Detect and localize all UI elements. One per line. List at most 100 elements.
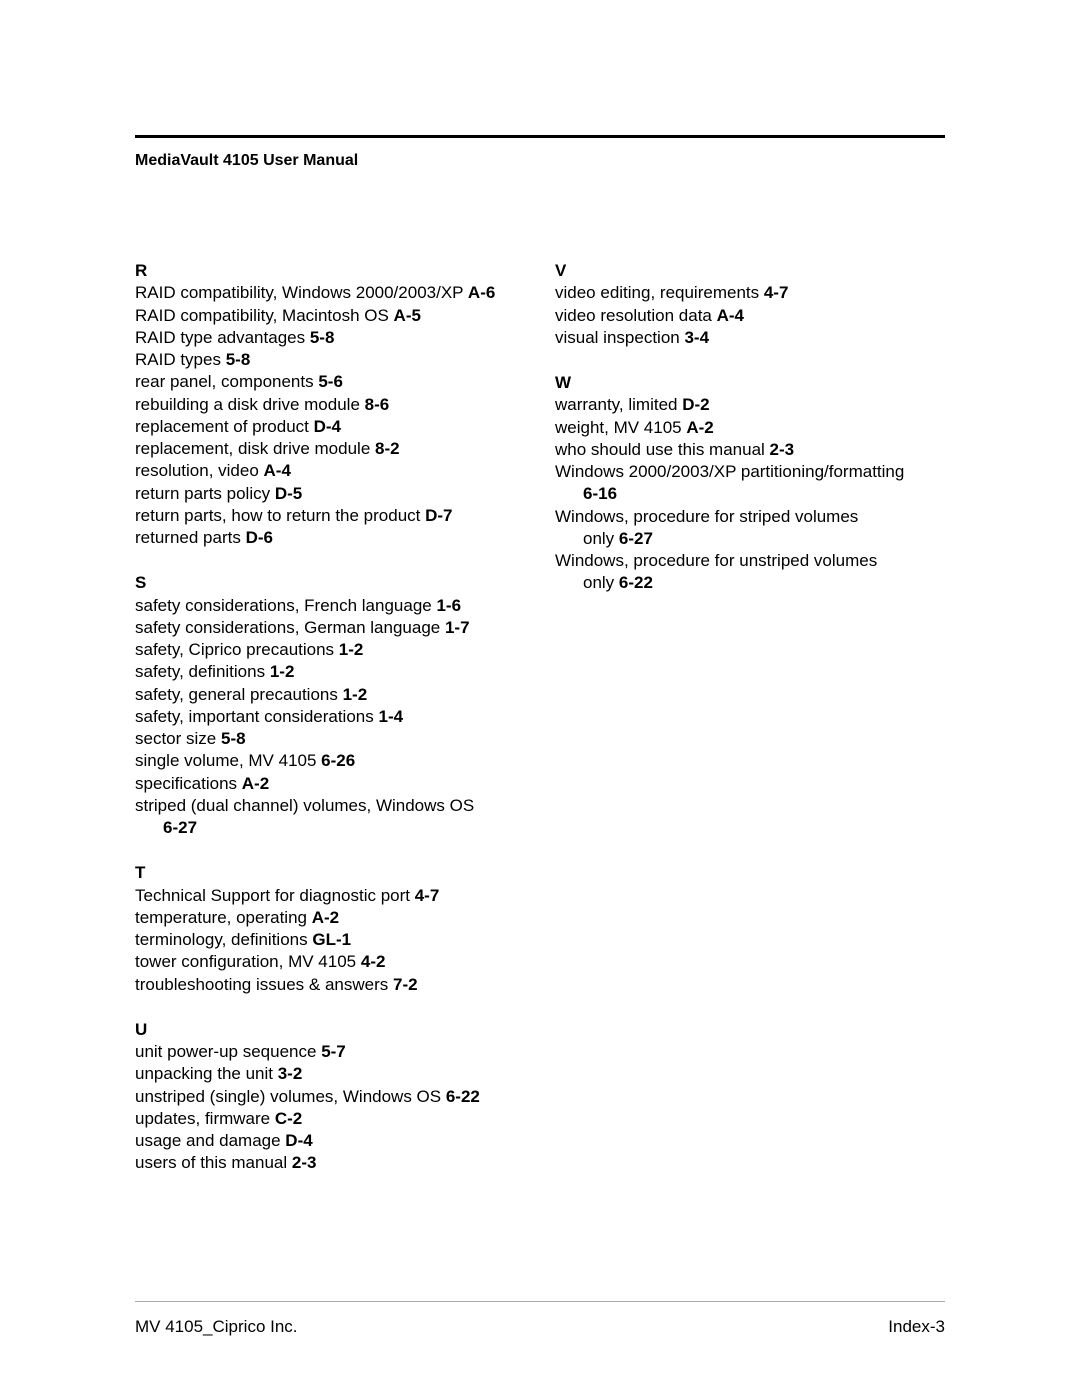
- entry-text: rear panel, components: [135, 372, 318, 391]
- index-entry: unit power-up sequence 5-7: [135, 1041, 525, 1062]
- entry-text: replacement of product: [135, 417, 314, 436]
- entry-text: updates, firmware: [135, 1109, 275, 1128]
- entry-page-ref: 5-6: [318, 372, 343, 391]
- section-letter: S: [135, 572, 525, 593]
- entry-page-ref: 1-6: [436, 596, 461, 615]
- index-entry: RAID compatibility, Macintosh OS A-5: [135, 305, 525, 326]
- index-entry: rear panel, components 5-6: [135, 371, 525, 392]
- entry-text: weight, MV 4105: [555, 418, 686, 437]
- entry-page-ref: 6-27: [163, 818, 197, 837]
- index-entry-continuation: 6-27: [135, 817, 525, 838]
- index-entry-continuation: only 6-27: [555, 528, 945, 549]
- index-entry: rebuilding a disk drive module 8-6: [135, 394, 525, 415]
- entry-text: Technical Support for diagnostic port: [135, 886, 415, 905]
- entry-page-ref: 1-7: [445, 618, 470, 637]
- index-entry: RAID types 5-8: [135, 349, 525, 370]
- index-entry: tower configuration, MV 4105 4-2: [135, 951, 525, 972]
- index-entry: Windows 2000/2003/XP partitioning/format…: [555, 461, 945, 482]
- index-entry: weight, MV 4105 A-2: [555, 417, 945, 438]
- entry-text: troubleshooting issues & answers: [135, 975, 393, 994]
- entry-text: return parts policy: [135, 484, 275, 503]
- entry-text: video resolution data: [555, 306, 717, 325]
- entry-page-ref: 3-4: [684, 328, 709, 347]
- entry-page-ref: C-2: [275, 1109, 302, 1128]
- entry-text: Windows, procedure for striped volumes: [555, 507, 858, 526]
- index-entry: returned parts D-6: [135, 527, 525, 548]
- entry-page-ref: A-2: [242, 774, 269, 793]
- entry-text: striped (dual channel) volumes, Windows …: [135, 796, 474, 815]
- entry-page-ref: A-2: [312, 908, 339, 927]
- entry-text: safety considerations, French language: [135, 596, 436, 615]
- entry-text: rebuilding a disk drive module: [135, 395, 365, 414]
- index-entry: video editing, requirements 4-7: [555, 282, 945, 303]
- index-entry: return parts, how to return the product …: [135, 505, 525, 526]
- entry-page-ref: 4-7: [764, 283, 789, 302]
- page: MediaVault 4105 User Manual RRAID compat…: [0, 0, 1080, 1397]
- entry-page-ref: 1-4: [378, 707, 403, 726]
- column-left: RRAID compatibility, Windows 2000/2003/X…: [135, 260, 525, 1198]
- entry-page-ref: 5-8: [221, 729, 246, 748]
- entry-page-ref: D-5: [275, 484, 302, 503]
- entry-text: safety considerations, German language: [135, 618, 445, 637]
- entry-page-ref: 6-16: [583, 484, 617, 503]
- index-entry: safety considerations, German language 1…: [135, 617, 525, 638]
- entry-text: RAID compatibility, Macintosh OS: [135, 306, 394, 325]
- index-entry: resolution, video A-4: [135, 460, 525, 481]
- index-entry: safety, definitions 1-2: [135, 661, 525, 682]
- index-entry: single volume, MV 4105 6-26: [135, 750, 525, 771]
- footer: MV 4105_Ciprico Inc. Index-3: [135, 1317, 945, 1337]
- entry-text: safety, Ciprico precautions: [135, 640, 339, 659]
- entry-page-ref: GL-1: [312, 930, 351, 949]
- entry-text: Windows 2000/2003/XP partitioning/format…: [555, 462, 904, 481]
- entry-page-ref: A-2: [686, 418, 713, 437]
- index-entry-continuation: 6-16: [555, 483, 945, 504]
- entry-text: warranty, limited: [555, 395, 682, 414]
- entry-text: unpacking the unit: [135, 1064, 278, 1083]
- header-title: MediaVault 4105 User Manual: [135, 152, 945, 170]
- entry-text: terminology, definitions: [135, 930, 312, 949]
- index-entry: safety, Ciprico precautions 1-2: [135, 639, 525, 660]
- entry-text: specifications: [135, 774, 242, 793]
- index-section: RRAID compatibility, Windows 2000/2003/X…: [135, 260, 525, 548]
- entry-text: who should use this manual: [555, 440, 770, 459]
- index-entry: sector size 5-8: [135, 728, 525, 749]
- entry-page-ref: 2-3: [770, 440, 795, 459]
- entry-text: tower configuration, MV 4105: [135, 952, 361, 971]
- index-entry: safety considerations, French language 1…: [135, 595, 525, 616]
- entry-page-ref: A-4: [717, 306, 744, 325]
- index-entry: replacement of product D-4: [135, 416, 525, 437]
- top-rule: [135, 135, 945, 138]
- entry-text: single volume, MV 4105: [135, 751, 321, 770]
- entry-text: only: [583, 573, 619, 592]
- index-entry: safety, important considerations 1-4: [135, 706, 525, 727]
- entry-text: replacement, disk drive module: [135, 439, 375, 458]
- entry-page-ref: 6-22: [446, 1087, 480, 1106]
- entry-text: usage and damage: [135, 1131, 285, 1150]
- index-entry: Technical Support for diagnostic port 4-…: [135, 885, 525, 906]
- index-entry: warranty, limited D-2: [555, 394, 945, 415]
- entry-text: returned parts: [135, 528, 246, 547]
- index-columns: RRAID compatibility, Windows 2000/2003/X…: [135, 260, 945, 1198]
- entry-page-ref: 1-2: [270, 662, 295, 681]
- index-section: Vvideo editing, requirements 4-7 video re…: [555, 260, 945, 348]
- entry-page-ref: D-6: [246, 528, 273, 547]
- entry-page-ref: D-4: [285, 1131, 312, 1150]
- entry-page-ref: 6-26: [321, 751, 355, 770]
- entry-page-ref: 6-22: [619, 573, 653, 592]
- footer-rule: [135, 1301, 945, 1302]
- index-entry: RAID type advantages 5-8: [135, 327, 525, 348]
- entry-text: return parts, how to return the product: [135, 506, 425, 525]
- entry-page-ref: A-4: [264, 461, 291, 480]
- index-entry: replacement, disk drive module 8-2: [135, 438, 525, 459]
- entry-page-ref: 5-8: [310, 328, 335, 347]
- entry-text: temperature, operating: [135, 908, 312, 927]
- index-entry: who should use this manual 2-3: [555, 439, 945, 460]
- section-letter: U: [135, 1019, 525, 1040]
- section-letter: V: [555, 260, 945, 281]
- entry-page-ref: 4-2: [361, 952, 386, 971]
- entry-text: safety, important considerations: [135, 707, 378, 726]
- index-entry-continuation: only 6-22: [555, 572, 945, 593]
- entry-text: only: [583, 529, 619, 548]
- index-entry: visual inspection 3-4: [555, 327, 945, 348]
- entry-text: sector size: [135, 729, 221, 748]
